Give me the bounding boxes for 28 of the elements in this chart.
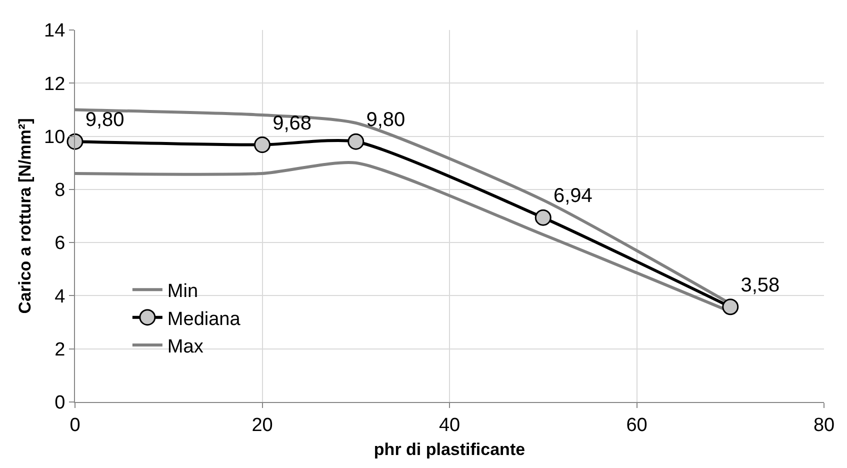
data-label: 6,94 [554,185,592,208]
x-tick-label: 20 [252,414,273,436]
y-tick-label: 10 [44,126,66,148]
y-tick-label: 6 [54,233,66,254]
y-tick-label: 8 [54,180,66,202]
x-tick-label: 60 [626,414,648,436]
y-tick-label: 2 [54,340,66,361]
point [348,133,364,150]
point [534,209,552,226]
y-tick-label: 12 [44,74,66,95]
data-label: 9,80 [366,109,406,132]
point [66,133,84,150]
legend-label: Min [167,281,198,302]
x-tick-label: 40 [438,414,460,436]
data-label: 9,68 [272,112,312,134]
y-tick-label: 4 [54,286,66,308]
x-tick-label: 0 [70,414,80,436]
data-label: 9,80 [85,109,124,132]
x-axis-title: phr di plastificante [374,440,526,460]
legend-label: Mediana [167,308,241,330]
x-tick-label: 80 [813,414,835,436]
point [722,298,739,316]
y-tick-label: 0 [54,392,66,414]
y-tick-label: 14 [44,20,66,42]
y-axis-title: Carico a rottura [N/mm²] [16,118,35,314]
data-label: 3,58 [740,274,780,296]
point [254,136,270,154]
legend-label: Max [167,336,204,358]
